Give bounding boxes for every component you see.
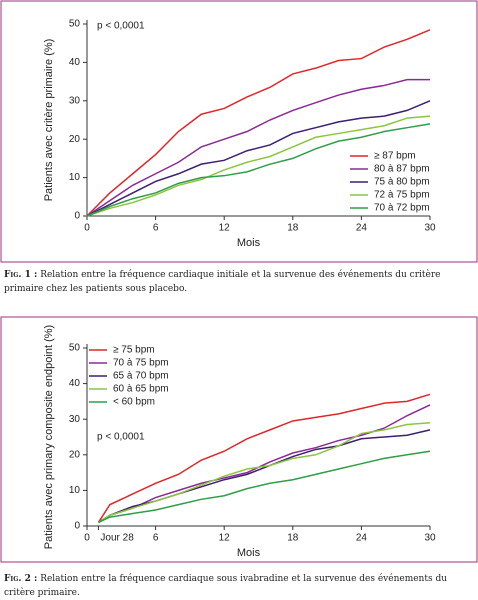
chart: 0 10 20 30 40 50 0 6 12 18 24 30 Mois Patients avec c… [0,0,478,263]
legend-label: 60 à 65 bpm [113,384,169,395]
y-axis-label: Patients avec critère primaire (%) [43,39,55,202]
y-tick-label: 10 [69,172,81,183]
y-tick-label: 20 [69,449,81,460]
series-line [98,450,431,524]
legend-label: < 60 bpm [113,397,155,408]
annotation: p < 0,0001 [97,21,145,32]
x-axis-label: Mois [237,547,261,559]
x-tick-label: Jour 28 [100,533,134,544]
legend-label: 80 à 87 bpm [374,164,430,175]
y-tick-label: 40 [69,57,81,68]
y-tick-label: 10 [69,485,81,496]
series-line [86,123,431,217]
y-tick-label: 0 [74,211,80,222]
x-tick-label: 30 [424,533,436,544]
frame [0,316,478,563]
caption-text: Relation entre la fréquence cardiaque in… [4,270,441,294]
y-tick-label: 50 [69,343,81,354]
x-tick-label: 6 [153,223,159,234]
legend-label: 70 à 72 bpm [374,203,430,214]
annotation: p < 0,0001 [97,432,145,443]
x-tick-label: 0 [84,533,90,544]
series-line [98,422,431,524]
caption-label: Fig. 1 : [4,270,38,280]
x-tick-label: 12 [219,223,231,234]
series-line [98,404,431,524]
y-axis-label: Patients avec primary composite endpoint… [43,325,55,549]
legend-label: 72 à 75 bpm [374,190,430,201]
series-line [98,429,431,524]
series-line [97,393,431,523]
series-line [86,100,431,217]
y-tick-label: 30 [69,95,81,106]
x-tick-label: 6 [153,533,159,544]
x-tick-label: 24 [356,223,368,234]
x-tick-label: 12 [219,533,231,544]
legend-label: ≥ 87 bpm [374,151,416,162]
series-line [86,29,431,217]
caption-text: Relation entre la fréquence cardiaque so… [4,574,448,598]
y-tick-label: 40 [69,378,81,389]
chart: 0 10 20 30 40 50 0 Jour 28 6 12 18 24 30 Mois Patients… [0,316,478,563]
x-tick-label: 24 [356,533,368,544]
series-line [86,78,430,217]
legend-label: 70 à 75 bpm [113,358,169,369]
y-tick-label: 50 [69,19,81,30]
y-tick-label: 20 [69,134,81,145]
caption-label: Fig. 2 : [4,574,38,584]
frame [0,0,478,263]
x-axis-label: Mois [237,237,261,249]
x-tick-label: 0 [84,223,90,234]
x-tick-label: 30 [424,223,436,234]
caption: Fig. 1 : Relation entre la fréquence car… [4,268,476,296]
x-tick-label: 18 [287,533,299,544]
y-tick-label: 30 [69,414,81,425]
x-tick-label: 18 [287,223,299,234]
caption: Fig. 2 : Relation entre la fréquence car… [4,572,476,600]
series-line [86,115,431,217]
y-tick-label: 0 [74,521,80,532]
legend-label: ≥ 75 bpm [113,345,155,356]
legend-label: 75 à 80 bpm [374,177,430,188]
legend-label: 65 à 70 bpm [113,371,169,382]
